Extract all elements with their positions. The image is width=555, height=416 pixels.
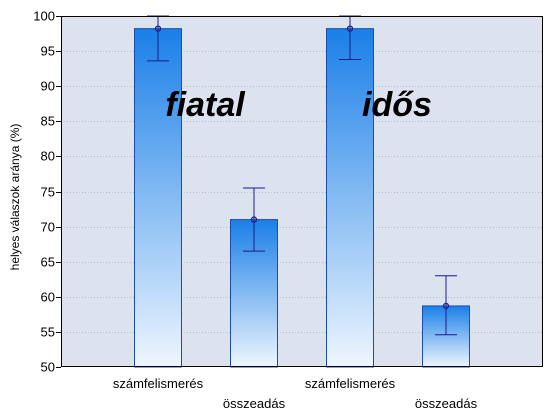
y-tick-label: 55: [41, 325, 55, 340]
group-labels: fiatal idős: [165, 86, 432, 124]
mean-point: [250, 216, 258, 223]
x-category-label: számfelismerés: [305, 376, 396, 391]
y-tick-label: 60: [41, 290, 55, 305]
plot-frame: [61, 16, 543, 367]
y-axis-label: helyes válaszok aránya (%): [8, 124, 22, 271]
y-tick-label: 95: [41, 44, 55, 59]
y-tick-label: 75: [41, 185, 55, 200]
y-axis-ticks: 50 55 60 65 70 75 80 85 90 95 100: [33, 9, 61, 375]
mean-point: [442, 302, 450, 310]
y-tick-label: 100: [33, 9, 55, 24]
bars: [134, 28, 470, 368]
bar: [134, 28, 182, 368]
plot-area: [61, 16, 543, 367]
mean-point: [346, 25, 354, 32]
bar: [326, 28, 374, 368]
mean-point: [154, 25, 162, 32]
y-tick-label: 65: [41, 255, 55, 270]
group-label: fiatal: [165, 86, 246, 124]
x-axis-labels: számfelismerés összeadás számfelismerés öss…: [113, 376, 478, 411]
y-tick-label: 90: [41, 79, 55, 94]
y-tick-label: 70: [41, 220, 55, 235]
y-tick-label: 50: [41, 360, 55, 375]
y-tick-label: 80: [41, 149, 55, 164]
x-category-label: összeadás: [415, 396, 478, 411]
group-label: idős: [362, 86, 432, 124]
gridlines: [61, 51, 543, 333]
x-category-label: összeadás: [223, 396, 286, 411]
y-tick-label: 85: [41, 114, 55, 129]
x-category-label: számfelismerés: [113, 376, 204, 391]
